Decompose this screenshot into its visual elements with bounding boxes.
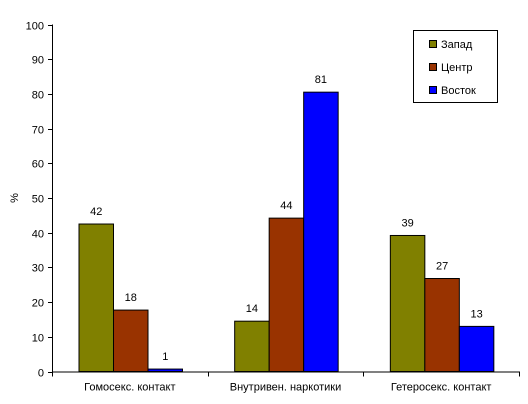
x-tick-label: Внутривен. наркотики	[230, 382, 342, 394]
legend-swatch	[429, 86, 437, 94]
legend-swatch	[429, 40, 437, 48]
bar-1-3	[389, 234, 426, 372]
data-label: 81	[315, 74, 327, 86]
y-tick-label: 40	[32, 229, 44, 241]
bar-1-2	[234, 320, 270, 372]
data-label: 27	[436, 261, 448, 273]
y-tick-label: 50	[32, 194, 44, 206]
y-tick-label: 100	[26, 21, 44, 33]
bar-1-1	[78, 223, 114, 372]
data-label: 39	[401, 217, 413, 229]
data-label: 14	[246, 303, 258, 315]
labels-layer: 42 14 39 18 44 27 1 81 13 0 10 20 30 40 50 60 70 80 90 100 Г…	[9, 21, 491, 394]
x-tick-label: Гомосекс. контакт	[84, 382, 175, 394]
data-label: 1	[162, 351, 168, 363]
y-tick-label: 0	[38, 368, 44, 380]
bar-3-1	[147, 368, 183, 373]
axes-layer	[48, 24, 520, 377]
y-tick-label: 90	[32, 55, 44, 67]
y-tick-label: 70	[32, 125, 44, 137]
bar-2-1	[113, 309, 149, 372]
y-tick-label: 80	[32, 90, 44, 102]
data-label: 18	[125, 292, 137, 304]
y-tick-label: 10	[32, 333, 44, 345]
bar-2-3	[424, 278, 460, 372]
data-label: 13	[470, 308, 482, 320]
y-tick-label: 30	[32, 263, 44, 275]
legend-label: Центр	[441, 62, 473, 74]
bar-3-2	[303, 91, 339, 372]
y-tick-label: 60	[32, 159, 44, 171]
data-label: 42	[90, 206, 102, 218]
x-tick-label: Гетеросекс. контакт	[391, 382, 492, 394]
bar-3-3	[458, 325, 495, 373]
data-label: 44	[280, 200, 292, 212]
y-axis-title: %	[9, 193, 21, 203]
bar-2-2	[268, 217, 305, 372]
bars-layer	[78, 91, 495, 373]
legend-label: Восток	[441, 85, 476, 97]
legend-box	[413, 30, 498, 103]
legend: Запад Центр Восток	[413, 30, 498, 103]
legend-swatch	[429, 63, 437, 71]
y-tick-label: 20	[32, 298, 44, 310]
legend-label: Запад	[441, 39, 473, 51]
